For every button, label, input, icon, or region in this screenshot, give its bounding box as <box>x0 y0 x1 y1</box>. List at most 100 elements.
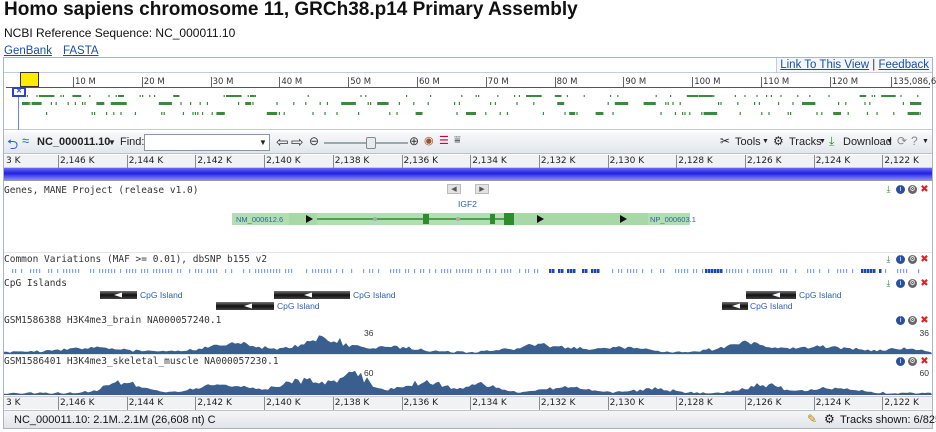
find-dropdown-icon[interactable]: ▼ <box>259 138 267 147</box>
find-input[interactable] <box>144 134 270 151</box>
variation-mark[interactable] <box>810 269 812 273</box>
variation-mark[interactable] <box>93 269 95 273</box>
variation-mark[interactable] <box>852 269 854 273</box>
variation-mark[interactable] <box>879 269 882 273</box>
variations-close-icon[interactable]: ✖ <box>920 254 929 265</box>
variation-mark[interactable] <box>633 269 635 273</box>
accession-selector[interactable]: NC_000011.10 <box>37 136 111 148</box>
variation-mark[interactable] <box>480 269 482 273</box>
variation-mark[interactable] <box>486 269 488 273</box>
variation-mark[interactable] <box>441 269 443 273</box>
variation-mark[interactable] <box>534 269 536 273</box>
variation-mark[interactable] <box>189 269 191 273</box>
zoom-out-icon[interactable]: ⊖ <box>309 134 320 148</box>
variation-mark[interactable] <box>537 269 539 273</box>
variation-mark[interactable] <box>378 269 380 273</box>
variation-mark[interactable] <box>132 269 134 273</box>
variation-mark[interactable] <box>306 269 308 273</box>
variation-mark[interactable] <box>846 269 848 273</box>
variation-mark[interactable] <box>405 269 407 273</box>
variation-mark[interactable] <box>393 269 395 273</box>
variation-mark[interactable] <box>444 269 446 273</box>
variation-mark[interactable] <box>372 269 374 273</box>
variation-mark[interactable] <box>165 269 167 273</box>
variation-mark[interactable] <box>408 269 410 273</box>
variation-mark[interactable] <box>861 269 864 273</box>
variation-mark[interactable] <box>90 269 92 273</box>
variation-mark[interactable] <box>159 269 161 273</box>
variation-mark[interactable] <box>36 269 38 273</box>
variation-mark[interactable] <box>147 269 149 273</box>
variation-mark[interactable] <box>267 269 269 273</box>
variation-mark[interactable] <box>288 269 290 273</box>
cpg-island-4[interactable]: CpG Island <box>746 290 842 300</box>
variation-mark[interactable] <box>423 269 425 273</box>
variation-mark[interactable] <box>636 269 638 273</box>
variation-mark[interactable] <box>213 269 215 273</box>
variation-mark[interactable] <box>261 269 263 273</box>
variation-mark[interactable] <box>63 269 65 273</box>
cpg-info-icon[interactable]: i <box>896 279 905 288</box>
genes-info-icon[interactable]: i <box>896 185 905 194</box>
variation-mark[interactable] <box>759 269 761 273</box>
variation-mark[interactable] <box>708 269 711 273</box>
variation-mark[interactable] <box>153 269 155 273</box>
variation-mark[interactable] <box>732 269 734 273</box>
variation-mark[interactable] <box>783 269 785 273</box>
variation-mark[interactable] <box>126 269 128 273</box>
genes-settings-icon[interactable]: ⚙ <box>908 185 917 194</box>
variations-download-icon[interactable]: ⤓ <box>886 254 891 264</box>
variation-mark[interactable] <box>327 269 329 273</box>
variation-mark[interactable] <box>105 269 107 273</box>
tools-icon[interactable]: ✂ <box>720 134 731 148</box>
variation-mark[interactable] <box>741 269 743 273</box>
muscle-close-icon[interactable]: ✖ <box>920 356 929 367</box>
variation-mark[interactable] <box>735 269 737 273</box>
tracks-gear-icon[interactable]: ⚙ <box>773 134 784 148</box>
variation-mark[interactable] <box>171 269 173 273</box>
variation-mark[interactable] <box>312 269 314 273</box>
variation-mark[interactable] <box>291 269 293 273</box>
variation-mark[interactable] <box>642 269 644 273</box>
download-icon[interactable]: ⤓ <box>829 134 835 148</box>
variation-mark[interactable] <box>324 269 326 273</box>
sequence-icon[interactable]: ◉ <box>424 135 434 147</box>
variation-mark[interactable] <box>507 269 509 273</box>
variation-mark[interactable] <box>786 269 788 273</box>
feedback-link[interactable]: Feedback <box>878 59 929 71</box>
cpg-island-5[interactable]: CpG Island <box>722 301 793 311</box>
variation-mark[interactable] <box>570 269 573 273</box>
variation-mark[interactable] <box>585 269 588 273</box>
variation-mark[interactable] <box>99 269 101 273</box>
variation-mark[interactable] <box>660 269 662 273</box>
variation-mark[interactable] <box>270 269 272 273</box>
variation-mark[interactable] <box>693 269 695 273</box>
variation-mark[interactable] <box>717 269 720 273</box>
cpg-download-icon[interactable]: ⤓ <box>886 278 891 288</box>
transcript-right-label[interactable]: NP_000603.1 <box>650 215 696 224</box>
variation-mark[interactable] <box>144 269 146 273</box>
variation-mark[interactable] <box>75 269 77 273</box>
cpg-island-3[interactable]: CpG Island <box>216 301 320 311</box>
variation-mark[interactable] <box>501 269 503 273</box>
help-dropdown-icon[interactable]: ▼ <box>922 138 929 145</box>
variation-mark[interactable] <box>495 269 497 273</box>
variation-mark[interactable] <box>255 269 257 273</box>
cpg-island-2[interactable]: CpG Island <box>274 290 396 300</box>
variation-mark[interactable] <box>258 269 260 273</box>
variation-mark[interactable] <box>687 269 689 273</box>
variation-mark[interactable] <box>435 269 437 273</box>
variation-mark[interactable] <box>459 269 461 273</box>
refresh-icon[interactable]: ⟳ <box>897 134 908 148</box>
variation-mark[interactable] <box>837 269 839 273</box>
variation-mark[interactable] <box>285 269 287 273</box>
variation-mark[interactable] <box>780 269 782 273</box>
variation-mark[interactable] <box>828 269 830 273</box>
variation-mark[interactable] <box>696 269 698 273</box>
chromosome-overview[interactable]: ✕ 10 M 20 M 30 M 40 M 50 M 60 M 70 M 80 M 90 M 10… <box>4 72 936 130</box>
tools-menu[interactable]: Tools <box>735 136 761 148</box>
sequence-bar[interactable] <box>4 168 932 181</box>
variation-mark[interactable] <box>705 269 708 273</box>
variation-mark[interactable] <box>597 269 600 273</box>
variation-mark[interactable] <box>573 269 576 273</box>
